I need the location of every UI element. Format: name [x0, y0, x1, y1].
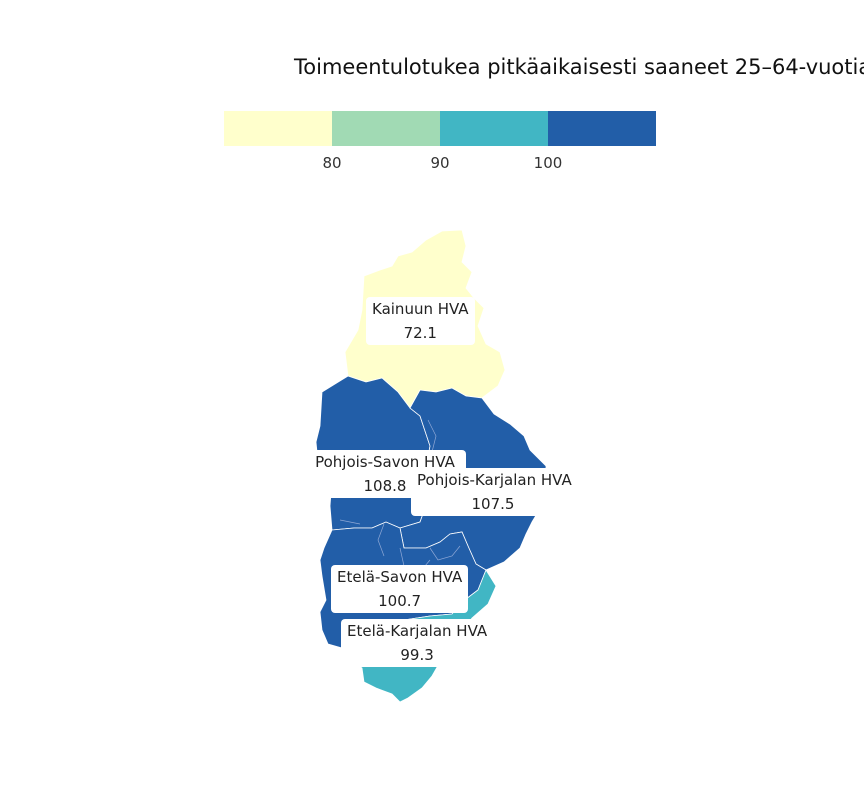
label-etela-savo-value: 100.7: [378, 592, 422, 610]
legend-tick-80: 80: [322, 154, 342, 172]
label-pohjois-karjala: Pohjois-Karjalan HVA 107.5: [411, 468, 575, 516]
label-etela-savo-name: Etelä-Savon HVA: [337, 568, 463, 586]
label-kainuu-name: Kainuun HVA: [372, 300, 469, 318]
label-etela-karjala-value: 99.3: [400, 646, 434, 664]
chart-title: Toimeentulotukea pitkäaikaisesti saaneet…: [294, 55, 864, 79]
legend-tick-90: 90: [430, 154, 450, 172]
legend-swatch-2: [332, 111, 440, 146]
color-legend: 80 90 100: [224, 111, 656, 191]
label-pohjois-savo-value: 108.8: [363, 477, 407, 495]
label-etela-karjala-name: Etelä-Karjalan HVA: [347, 622, 488, 640]
label-pohjois-savo-name: Pohjois-Savon HVA: [315, 453, 455, 471]
legend-swatch-4: [548, 111, 656, 146]
label-etela-savo: Etelä-Savon HVA 100.7: [331, 565, 469, 613]
label-kainuu: Kainuun HVA 72.1: [366, 297, 475, 345]
label-pohjois-karjala-name: Pohjois-Karjalan HVA: [417, 471, 572, 489]
label-etela-karjala: Etelä-Karjalan HVA 99.3: [341, 619, 494, 667]
label-kainuu-value: 72.1: [403, 324, 437, 342]
legend-swatch-1: [224, 111, 332, 146]
legend-swatch-3: [440, 111, 548, 146]
label-pohjois-karjala-value: 107.5: [471, 495, 515, 513]
legend-tick-100: 100: [533, 154, 563, 172]
